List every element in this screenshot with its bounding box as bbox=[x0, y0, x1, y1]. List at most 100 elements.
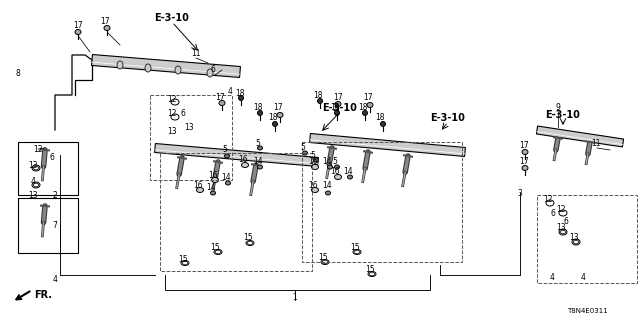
Ellipse shape bbox=[181, 260, 189, 266]
Text: 17: 17 bbox=[333, 92, 343, 101]
Ellipse shape bbox=[211, 191, 216, 195]
Ellipse shape bbox=[348, 175, 353, 179]
Ellipse shape bbox=[257, 165, 262, 169]
Ellipse shape bbox=[362, 110, 367, 116]
Text: 4: 4 bbox=[52, 276, 58, 284]
Text: 18: 18 bbox=[313, 92, 323, 100]
Ellipse shape bbox=[171, 99, 179, 105]
Ellipse shape bbox=[312, 164, 319, 170]
Text: 17: 17 bbox=[363, 93, 373, 102]
Ellipse shape bbox=[335, 101, 341, 107]
Text: FR.: FR. bbox=[34, 290, 52, 300]
Ellipse shape bbox=[225, 154, 230, 158]
Text: 17: 17 bbox=[100, 18, 110, 27]
Text: E-3-10: E-3-10 bbox=[323, 103, 357, 113]
Ellipse shape bbox=[196, 188, 204, 193]
Ellipse shape bbox=[277, 113, 283, 117]
Polygon shape bbox=[536, 126, 623, 147]
Text: 15: 15 bbox=[350, 244, 360, 252]
Ellipse shape bbox=[216, 250, 221, 254]
Ellipse shape bbox=[335, 174, 342, 180]
Ellipse shape bbox=[257, 146, 262, 150]
Ellipse shape bbox=[368, 271, 376, 276]
Ellipse shape bbox=[561, 230, 566, 234]
Ellipse shape bbox=[317, 99, 323, 103]
Ellipse shape bbox=[522, 165, 528, 171]
Ellipse shape bbox=[32, 182, 40, 188]
Text: 16: 16 bbox=[208, 171, 218, 180]
Text: 18: 18 bbox=[253, 102, 263, 111]
Text: 17: 17 bbox=[73, 20, 83, 29]
Ellipse shape bbox=[321, 260, 329, 265]
Ellipse shape bbox=[207, 69, 213, 77]
Ellipse shape bbox=[546, 200, 554, 206]
Bar bbox=[18, 198, 78, 253]
Ellipse shape bbox=[573, 240, 579, 244]
Text: 6: 6 bbox=[211, 66, 216, 75]
Polygon shape bbox=[310, 133, 465, 156]
Text: 14: 14 bbox=[322, 180, 332, 189]
Text: 3: 3 bbox=[518, 188, 522, 197]
Text: 13: 13 bbox=[556, 223, 566, 233]
Text: T8N4E0311: T8N4E0311 bbox=[567, 308, 608, 314]
Ellipse shape bbox=[104, 26, 110, 30]
Text: 12: 12 bbox=[556, 205, 566, 214]
Text: 14: 14 bbox=[253, 157, 263, 166]
Ellipse shape bbox=[355, 250, 360, 254]
Text: 5: 5 bbox=[255, 139, 260, 148]
Ellipse shape bbox=[559, 210, 567, 216]
Text: 4: 4 bbox=[228, 87, 232, 97]
Text: 9: 9 bbox=[556, 103, 561, 113]
Ellipse shape bbox=[211, 178, 218, 182]
Text: 6: 6 bbox=[49, 154, 54, 163]
Text: 12: 12 bbox=[167, 108, 177, 117]
Text: 5: 5 bbox=[223, 146, 227, 155]
Text: 14: 14 bbox=[343, 167, 353, 177]
Text: 14: 14 bbox=[322, 157, 332, 166]
Text: 5: 5 bbox=[333, 157, 337, 166]
Text: 13: 13 bbox=[28, 190, 38, 199]
Bar bbox=[302, 142, 462, 262]
Ellipse shape bbox=[559, 229, 567, 235]
Text: 6: 6 bbox=[550, 209, 556, 218]
Text: 2: 2 bbox=[52, 190, 58, 199]
Ellipse shape bbox=[522, 149, 528, 155]
Text: 11: 11 bbox=[191, 49, 201, 58]
Ellipse shape bbox=[33, 166, 38, 170]
Ellipse shape bbox=[326, 191, 330, 195]
Text: 17: 17 bbox=[519, 140, 529, 149]
Ellipse shape bbox=[312, 188, 319, 193]
Text: 6: 6 bbox=[564, 218, 568, 227]
Ellipse shape bbox=[381, 122, 385, 126]
Text: 15: 15 bbox=[210, 244, 220, 252]
Bar bbox=[18, 142, 78, 195]
Text: 16: 16 bbox=[193, 180, 203, 189]
Text: 14: 14 bbox=[206, 183, 216, 193]
Ellipse shape bbox=[369, 272, 374, 276]
Text: 18: 18 bbox=[330, 102, 340, 111]
Text: 18: 18 bbox=[236, 89, 244, 98]
Text: 7: 7 bbox=[52, 220, 58, 229]
Text: 5: 5 bbox=[310, 150, 316, 159]
Text: 18: 18 bbox=[358, 102, 368, 111]
Text: 16: 16 bbox=[308, 157, 318, 166]
Text: 4: 4 bbox=[31, 178, 35, 187]
Text: 12: 12 bbox=[543, 196, 553, 204]
Text: 16: 16 bbox=[238, 156, 248, 164]
Ellipse shape bbox=[323, 260, 328, 264]
Ellipse shape bbox=[367, 102, 373, 108]
Ellipse shape bbox=[182, 261, 188, 265]
Ellipse shape bbox=[303, 151, 307, 155]
Text: 13: 13 bbox=[167, 127, 177, 137]
Bar bbox=[537, 195, 637, 283]
Text: 13: 13 bbox=[184, 123, 194, 132]
Text: 16: 16 bbox=[330, 167, 340, 177]
Text: 12: 12 bbox=[33, 145, 43, 154]
Ellipse shape bbox=[219, 100, 225, 106]
Ellipse shape bbox=[335, 110, 339, 116]
Ellipse shape bbox=[353, 250, 361, 254]
Ellipse shape bbox=[225, 181, 230, 185]
Text: 15: 15 bbox=[365, 266, 375, 275]
Ellipse shape bbox=[572, 239, 580, 245]
Text: 18: 18 bbox=[268, 114, 278, 123]
